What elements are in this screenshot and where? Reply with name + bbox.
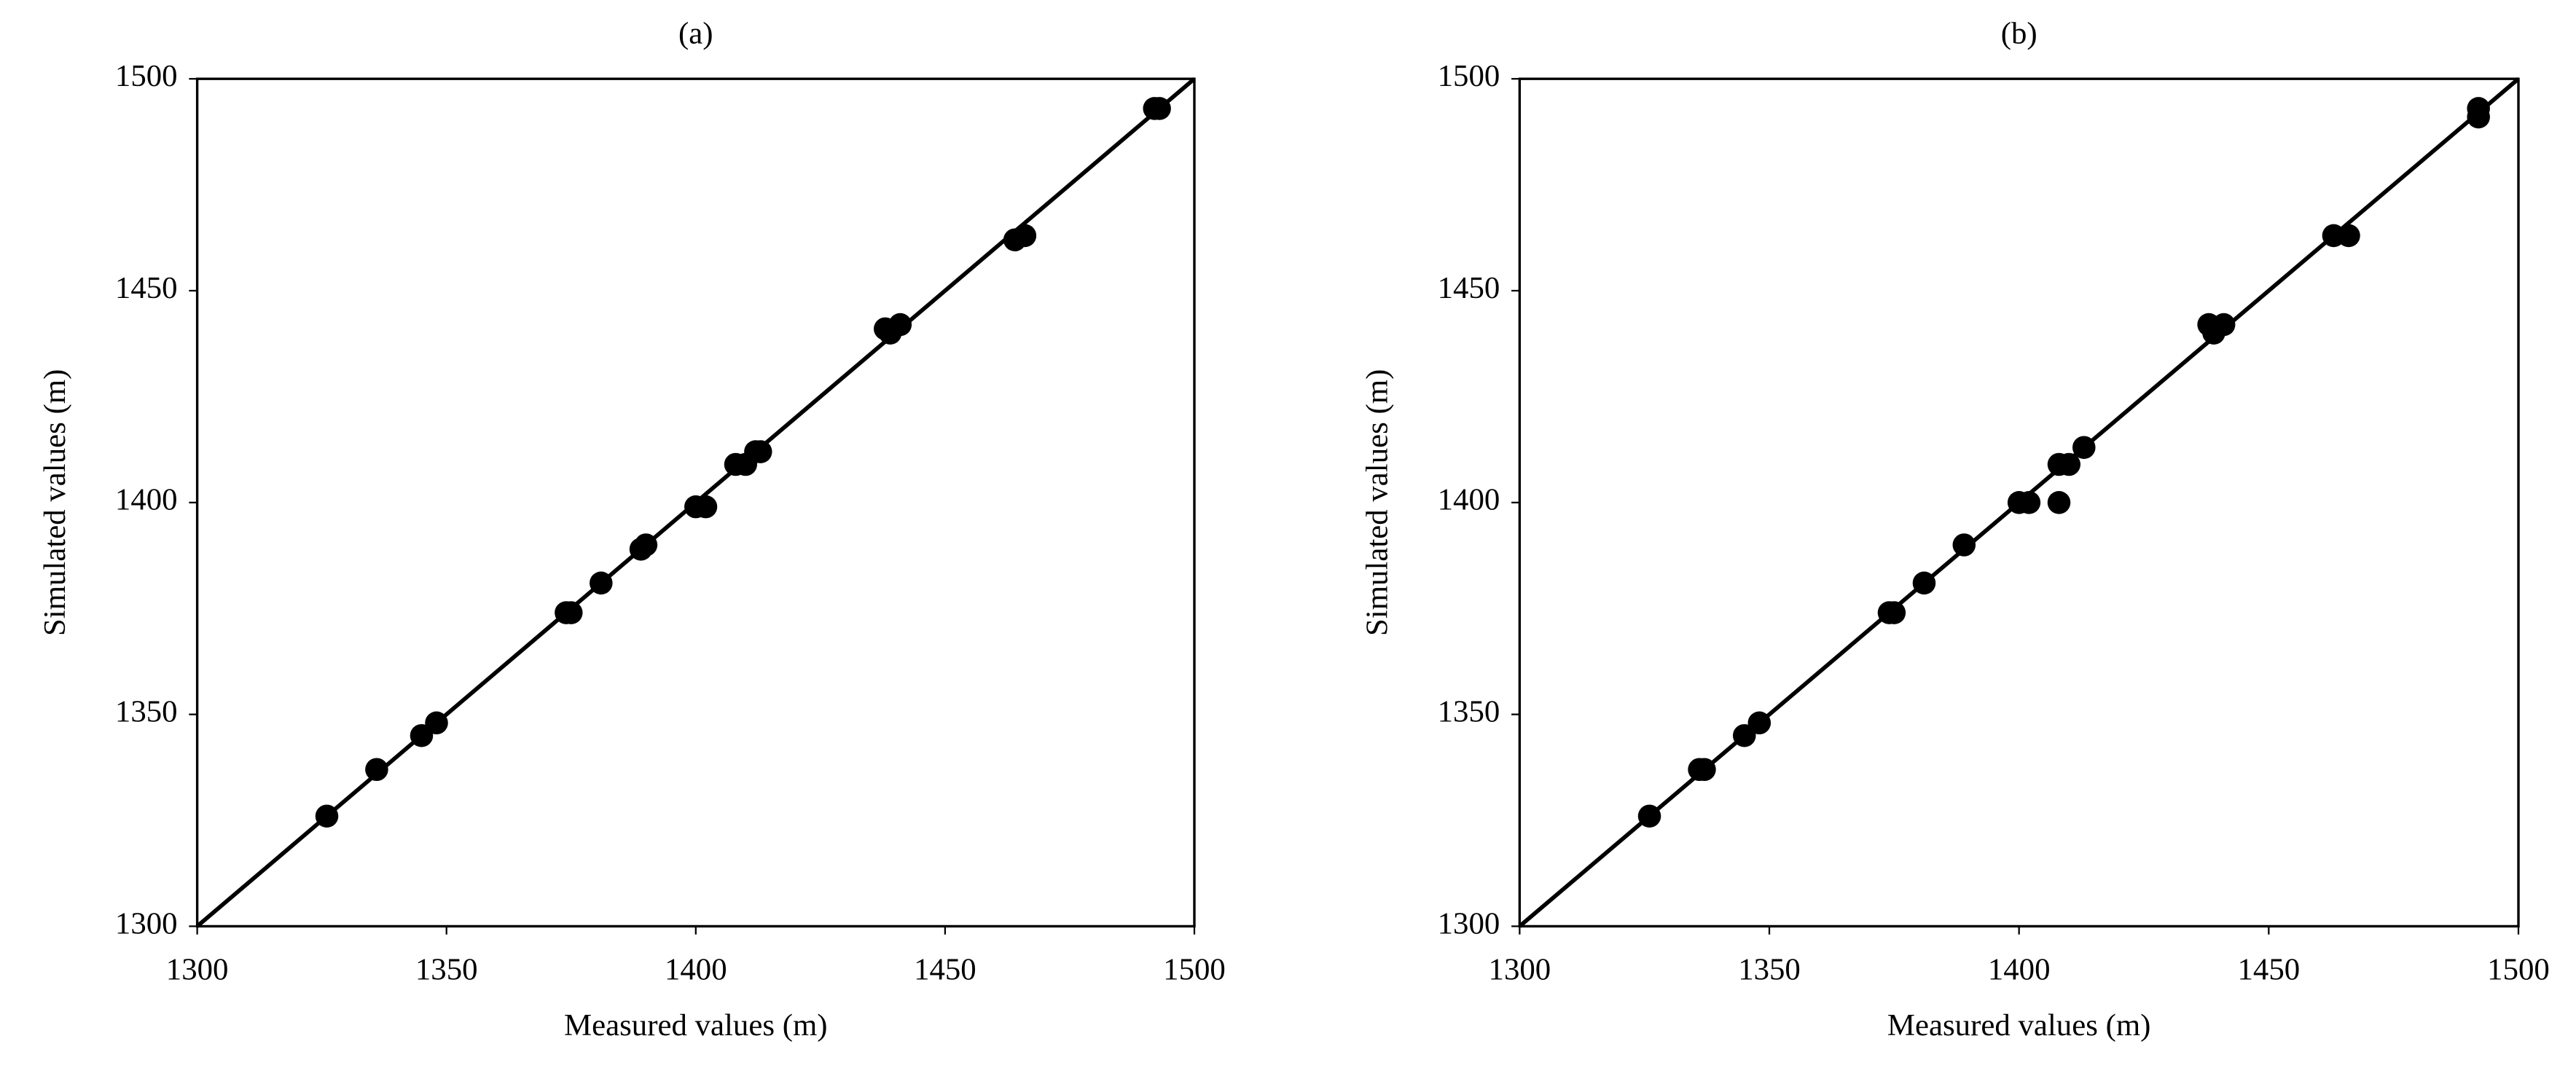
x-tick-label: 1400 xyxy=(665,952,727,986)
y-tick-label: 1450 xyxy=(1438,271,1500,305)
y-tick-label: 1450 xyxy=(115,271,178,305)
point xyxy=(2072,436,2096,459)
point xyxy=(2212,313,2236,337)
point xyxy=(694,495,718,519)
y-axis-label: Simulated values (m) xyxy=(1361,369,1395,636)
point xyxy=(2047,491,2071,514)
point xyxy=(365,758,388,782)
point xyxy=(2337,224,2360,248)
point xyxy=(1882,601,1906,624)
y-tick-label: 1400 xyxy=(115,483,178,517)
x-tick-label: 1300 xyxy=(1489,952,1551,986)
y-tick-label: 1400 xyxy=(1438,483,1500,517)
x-axis-label: Measured values (m) xyxy=(1887,1008,2151,1043)
point xyxy=(315,804,339,828)
point xyxy=(748,440,772,463)
y-tick-label: 1300 xyxy=(115,906,178,941)
point xyxy=(559,601,583,624)
chart-title: (a) xyxy=(678,16,713,50)
y-tick-label: 1500 xyxy=(1438,59,1500,93)
y-axis-label: Simulated values (m) xyxy=(38,369,72,636)
x-tick-label: 1500 xyxy=(1163,952,1226,986)
point xyxy=(410,723,434,747)
chart-title: (b) xyxy=(2001,16,2037,50)
x-tick-label: 1300 xyxy=(166,952,229,986)
point xyxy=(1952,533,1976,557)
point xyxy=(590,571,613,595)
point xyxy=(1732,723,1756,747)
point xyxy=(2057,452,2080,476)
point xyxy=(1148,97,1171,120)
y-tick-label: 1500 xyxy=(115,59,178,93)
point xyxy=(634,533,658,557)
x-tick-label: 1450 xyxy=(914,952,976,986)
y-tick-label: 1350 xyxy=(115,694,178,729)
point xyxy=(888,313,912,337)
point xyxy=(1637,804,1661,828)
point xyxy=(2017,491,2041,514)
point xyxy=(425,711,448,735)
x-tick-label: 1450 xyxy=(2238,952,2301,986)
point xyxy=(2467,105,2490,129)
x-tick-label: 1400 xyxy=(1988,952,2051,986)
point xyxy=(1747,711,1772,735)
point xyxy=(1693,758,1716,782)
x-tick-label: 1350 xyxy=(415,952,478,986)
x-tick-label: 1500 xyxy=(2487,952,2550,986)
point xyxy=(1912,571,1936,595)
y-tick-label: 1350 xyxy=(1438,694,1500,729)
point xyxy=(1013,224,1037,248)
y-tick-label: 1300 xyxy=(1438,906,1500,941)
x-axis-label: Measured values (m) xyxy=(564,1008,828,1043)
x-tick-label: 1350 xyxy=(1738,952,1801,986)
